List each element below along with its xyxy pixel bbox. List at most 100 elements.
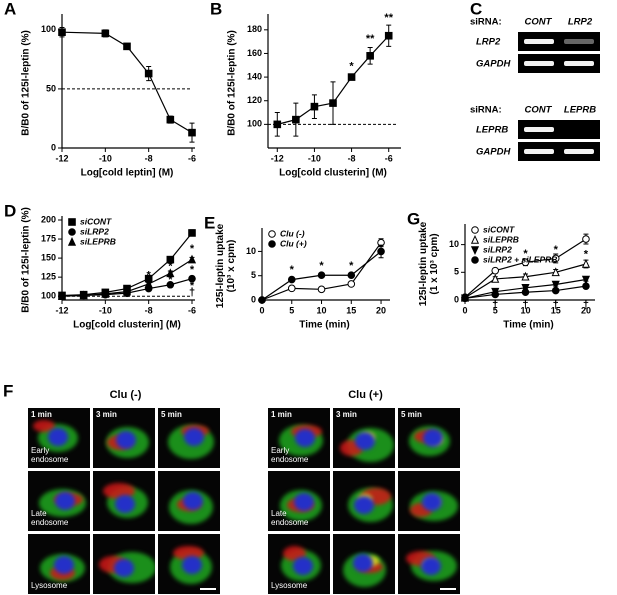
cell-stain <box>421 557 441 575</box>
annotation: ** <box>384 12 393 24</box>
marker <box>581 275 591 285</box>
annotation: * <box>319 260 324 272</box>
micrograph <box>158 471 220 531</box>
marker <box>521 284 530 293</box>
lane-label: LEPRB <box>564 105 596 116</box>
cell-stain <box>115 495 135 513</box>
micrograph: Lysosome <box>268 534 330 594</box>
row-label: LEPRB <box>476 125 508 136</box>
annotation: * <box>190 243 195 255</box>
legend-label: siCONT <box>483 224 515 234</box>
legend-label: siLEPRB <box>80 236 116 246</box>
marker <box>79 290 88 300</box>
annotation: * <box>523 248 528 260</box>
micrograph: 1 min Early endosome <box>268 408 330 468</box>
cell-stain <box>116 431 136 449</box>
cell-stain <box>182 556 202 574</box>
group-title: Clu (-) <box>110 389 142 401</box>
row-label: GAPDH <box>476 59 511 70</box>
legend-label: siCONT <box>80 216 112 226</box>
micrograph <box>398 471 460 531</box>
y-tick-label: 5 <box>454 267 459 277</box>
y-axis-label: 125I-leptin uptake <box>418 221 429 306</box>
x-tick-label: 5 <box>493 305 498 315</box>
y-tick-label: 0 <box>51 142 56 152</box>
cell-stain <box>293 557 313 575</box>
marker <box>123 42 131 51</box>
marker <box>521 288 530 297</box>
y-axis-label: (10³ x cpm) <box>226 240 237 293</box>
annotation: † <box>492 299 498 311</box>
y-tick-label: 180 <box>247 24 262 34</box>
x-tick-label: -6 <box>188 153 196 163</box>
marker <box>582 282 590 290</box>
band <box>564 39 594 44</box>
annotation: * <box>349 60 354 72</box>
x-axis-label: Time (min) <box>299 320 349 331</box>
micrograph <box>93 471 155 531</box>
marker <box>581 259 591 268</box>
panel-letter: C <box>470 0 482 18</box>
panel-letter: B <box>210 0 222 18</box>
legend-marker <box>471 226 479 234</box>
micrograph <box>333 471 395 531</box>
marker <box>551 267 560 277</box>
marker <box>347 271 356 280</box>
panel-letter: G <box>407 209 420 228</box>
marker <box>166 268 175 278</box>
row-label: Lysosome <box>31 581 68 590</box>
y-tick-label: 0 <box>251 294 256 304</box>
marker <box>273 120 282 129</box>
legend-label: siLEPRB <box>483 234 519 244</box>
y-axis-label: B/B0 of 125I-leptin (%) <box>21 30 32 136</box>
x-tick-label: -10 <box>308 153 321 163</box>
band <box>564 61 594 66</box>
row-label: Early endosome <box>271 446 309 464</box>
x-axis-label: Time (min) <box>503 320 553 331</box>
annotation: * <box>554 244 559 256</box>
y-axis-label: 125I-leptin uptake <box>215 223 226 308</box>
x-tick-label: -8 <box>145 153 153 163</box>
y-axis-label: B/B0 of 125I-leptin (%) <box>21 207 32 313</box>
group-title: Clu (+) <box>348 389 383 401</box>
marker <box>144 279 153 288</box>
micrograph: 3 min <box>333 408 395 468</box>
marker <box>491 266 500 275</box>
cell-stain <box>54 556 74 574</box>
micrograph <box>93 534 155 594</box>
x-tick-label: 20 <box>581 305 591 315</box>
y-tick-label: 100 <box>41 24 56 34</box>
panel-letter: E <box>204 213 215 232</box>
blot-header: siRNA: <box>470 105 502 116</box>
marker <box>188 128 196 137</box>
x-tick-label: 10 <box>317 305 327 315</box>
cell-stain <box>55 492 75 510</box>
cell-stain <box>423 429 443 447</box>
marker <box>551 254 560 263</box>
marker <box>384 31 393 40</box>
cell-stain <box>48 428 68 446</box>
annotation: * <box>168 274 173 286</box>
marker <box>317 271 326 280</box>
marker <box>491 290 500 299</box>
x-tick-label: -10 <box>99 153 112 163</box>
y-tick-label: 5 <box>251 270 256 280</box>
x-axis-label: Log[cold clusterin] (M) <box>279 168 387 179</box>
micrograph: 3 min <box>93 408 155 468</box>
marker <box>287 284 296 293</box>
time-label: 1 min <box>31 410 52 419</box>
legend-label: siLRP2 <box>483 244 512 254</box>
y-tick-label: 100 <box>41 291 56 301</box>
marker <box>366 52 374 60</box>
band <box>524 127 554 132</box>
y-tick-label: 10 <box>449 239 459 249</box>
y-tick-label: 175 <box>41 233 56 243</box>
marker <box>582 235 590 243</box>
x-tick-label: -10 <box>99 305 112 315</box>
x-tick-label: -12 <box>271 153 284 163</box>
x-tick-label: 10 <box>520 305 530 315</box>
blot <box>518 54 600 73</box>
micrograph: 1 min Early endosome <box>28 408 90 468</box>
annotation: * <box>147 270 152 282</box>
cell-stain <box>183 492 203 510</box>
